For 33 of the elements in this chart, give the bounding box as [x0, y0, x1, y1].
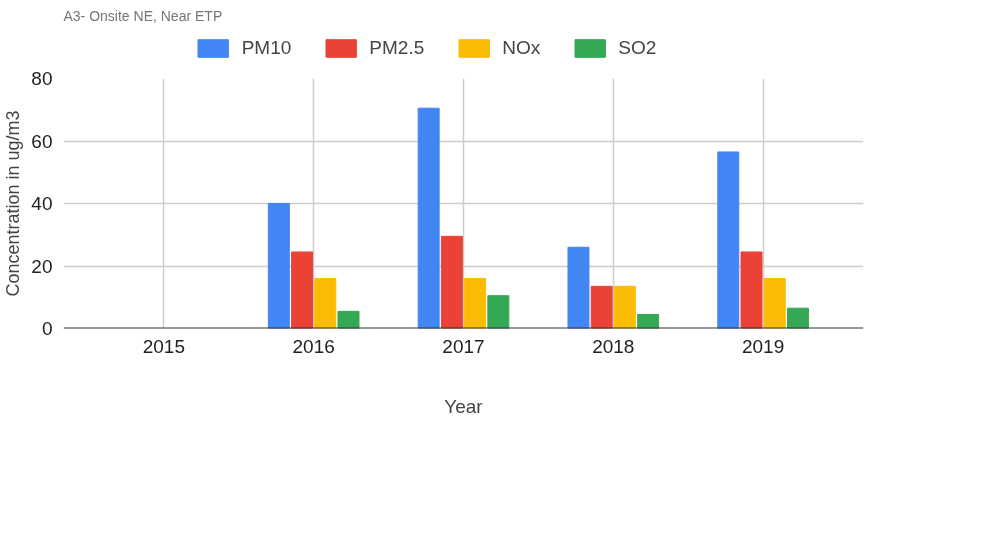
bar [637, 313, 660, 329]
y-tick-label: 20 [31, 255, 53, 277]
bar [717, 151, 740, 329]
x-tick-label: 2018 [592, 335, 635, 357]
bar [590, 285, 613, 329]
bar [487, 295, 510, 329]
legend-label: PM10 [241, 37, 292, 59]
y-tick-label: 60 [31, 130, 53, 152]
y-tick-label: 40 [31, 193, 53, 214]
bar [763, 278, 786, 329]
legend-label: PM2.5 [369, 37, 425, 59]
bar [567, 246, 590, 329]
bar [337, 310, 360, 329]
x-tick-label: 2015 [142, 335, 186, 357]
y-tick-label: 80 [31, 68, 53, 89]
bar [786, 307, 809, 329]
x-axis-title: Year [444, 395, 484, 417]
y-axis-title: Concentration in ug/m3 [3, 110, 24, 297]
y-tick-label: 0 [41, 318, 53, 339]
bar [291, 251, 314, 329]
bar [464, 278, 487, 329]
bar [314, 278, 337, 329]
bar [267, 203, 290, 329]
bar [613, 285, 636, 329]
x-tick-label: 2016 [292, 335, 335, 357]
legend-label: NOx [502, 37, 541, 59]
bar [440, 235, 463, 329]
x-tick-label: 2019 [741, 335, 785, 357]
bar [740, 251, 763, 329]
bar [417, 107, 440, 329]
x-tick-label: 2017 [442, 335, 485, 357]
chart-title: A3- Onsite NE, Near ETP [63, 7, 223, 24]
legend-label: SO2 [618, 37, 657, 59]
